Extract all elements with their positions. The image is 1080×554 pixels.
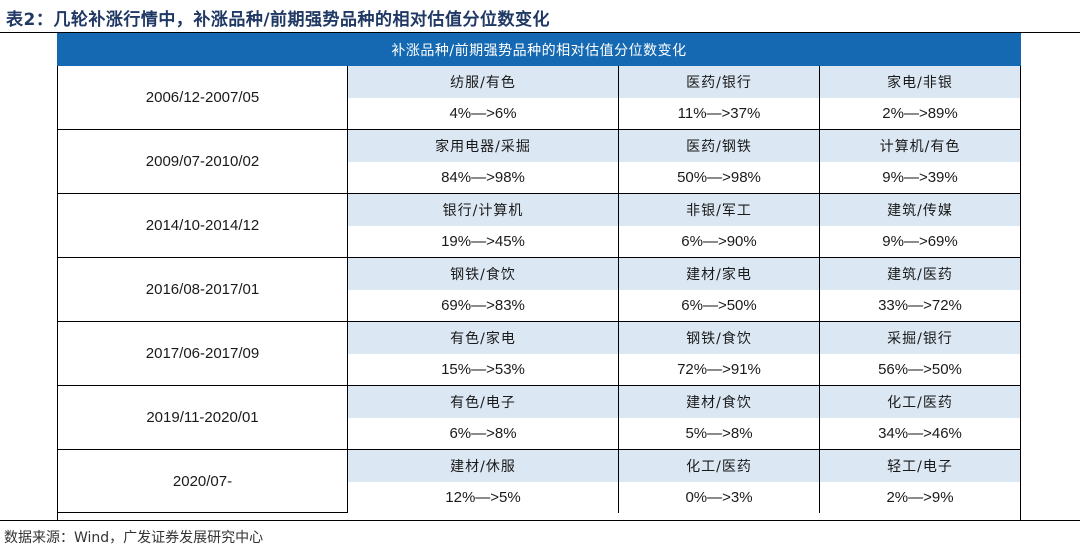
percentile-change-value: 11%—>37% bbox=[619, 98, 819, 129]
percentile-change-value: 50%—>98% bbox=[619, 162, 819, 193]
column-divider bbox=[347, 130, 348, 193]
percentile-change-value: 56%—>50% bbox=[820, 354, 1020, 385]
percentile-change-value: 19%—>45% bbox=[348, 226, 618, 257]
sector-pair-name: 建材/家电 bbox=[619, 258, 819, 290]
column-divider bbox=[819, 450, 820, 512]
percentile-change-value: 69%—>83% bbox=[348, 290, 618, 321]
percentile-change-value: 2%—>89% bbox=[820, 98, 1020, 129]
sector-pair-name: 非银/军工 bbox=[619, 194, 819, 226]
column-divider bbox=[618, 322, 619, 385]
period-label: 2014/10-2014/12 bbox=[145, 217, 260, 234]
sector-pair-name: 钢铁/食饮 bbox=[619, 322, 819, 354]
percentile-change-value: 6%—>90% bbox=[619, 226, 819, 257]
percentile-change-value: 6%—>50% bbox=[619, 290, 819, 321]
sector-pair-name: 家用电器/采掘 bbox=[348, 130, 618, 162]
percentile-change-value: 5%—>8% bbox=[619, 418, 819, 449]
sector-pair-name: 建材/食饮 bbox=[619, 386, 819, 418]
column-divider bbox=[347, 322, 348, 385]
table-title: 表2：几轮补涨行情中，补涨品种/前期强势品种的相对估值分位数变化 bbox=[6, 10, 551, 30]
column-divider bbox=[347, 66, 348, 129]
percentile-change-value: 0%—>3% bbox=[619, 482, 819, 513]
table-bottom-rule bbox=[0, 520, 1080, 521]
table-row: 2019/11-2020/01 有色/电子 6%—>8% 建材/食饮 5%—>8% 化工/… bbox=[58, 386, 1020, 450]
percentile-change-value: 15%—>53% bbox=[348, 354, 618, 385]
sector-pair-name: 医药/银行 bbox=[619, 66, 819, 98]
column-divider bbox=[618, 130, 619, 193]
column-divider bbox=[347, 194, 348, 257]
table-header: 补涨品种/前期强势品种的相对估值分位数变化 bbox=[57, 33, 1021, 66]
sector-pair-name: 采掘/银行 bbox=[820, 322, 1020, 354]
sector-pair-name: 建筑/医药 bbox=[820, 258, 1020, 290]
column-divider bbox=[618, 194, 619, 257]
column-divider bbox=[347, 450, 348, 512]
table-row: 2020/07- 建材/休服 12%—>5% 化工/医药 0%—>3% 轻工/电子 2%—>… bbox=[58, 450, 1020, 513]
column-divider bbox=[618, 386, 619, 449]
table-row: 2017/06-2017/09 有色/家电 15%—>53% 钢铁/食饮 72%—>91… bbox=[58, 322, 1020, 386]
column-divider bbox=[618, 258, 619, 321]
sector-pair-name: 有色/电子 bbox=[348, 386, 618, 418]
percentile-change-value: 6%—>8% bbox=[348, 418, 618, 449]
column-divider bbox=[347, 386, 348, 449]
percentile-change-value: 72%—>91% bbox=[619, 354, 819, 385]
percentile-change-value: 84%—>98% bbox=[348, 162, 618, 193]
period-label: 2006/12-2007/05 bbox=[145, 89, 260, 106]
percentile-change-value: 12%—>5% bbox=[348, 482, 618, 513]
period-label: 2017/06-2017/09 bbox=[145, 345, 260, 362]
column-divider bbox=[819, 194, 820, 257]
sector-pair-name: 钢铁/食饮 bbox=[348, 258, 618, 290]
source-note: 数据来源：Wind，广发证券发展研究中心 bbox=[4, 530, 264, 546]
column-divider bbox=[819, 66, 820, 129]
column-divider bbox=[819, 258, 820, 321]
column-divider bbox=[819, 322, 820, 385]
period-label: 2020/07- bbox=[172, 472, 233, 490]
valuation-table: 补涨品种/前期强势品种的相对估值分位数变化 2006/12-2007/05 纺服/… bbox=[57, 33, 1021, 521]
percentile-change-value: 4%—>6% bbox=[348, 98, 618, 129]
period-label: 2019/11-2020/01 bbox=[146, 409, 259, 426]
sector-pair-name: 轻工/电子 bbox=[820, 450, 1020, 482]
column-divider bbox=[819, 130, 820, 193]
sector-pair-name: 计算机/有色 bbox=[820, 130, 1020, 162]
sector-pair-name: 建筑/传媒 bbox=[820, 194, 1020, 226]
percentile-change-value: 33%—>72% bbox=[820, 290, 1020, 321]
sector-pair-name: 医药/钢铁 bbox=[619, 130, 819, 162]
title-row: 表2：几轮补涨行情中，补涨品种/前期强势品种的相对估值分位数变化 bbox=[0, 0, 1080, 33]
table-row: 2009/07-2010/02 家用电器/采掘 84%—>98% 医药/钢铁 50%—>… bbox=[58, 130, 1020, 194]
percentile-change-value: 9%—>39% bbox=[820, 162, 1020, 193]
sector-pair-name: 纺服/有色 bbox=[348, 66, 618, 98]
period-label: 2009/07-2010/02 bbox=[145, 153, 260, 170]
table-row: 2014/10-2014/12 银行/计算机 19%—>45% 非银/军工 6%—>90… bbox=[58, 194, 1020, 258]
column-divider bbox=[347, 258, 348, 321]
sector-pair-name: 家电/非银 bbox=[820, 66, 1020, 98]
sector-pair-name: 建材/休服 bbox=[348, 450, 618, 482]
sector-pair-name: 化工/医药 bbox=[619, 450, 819, 482]
sector-pair-name: 有色/家电 bbox=[348, 322, 618, 354]
period-label: 2016/08-2017/01 bbox=[145, 281, 260, 298]
column-divider bbox=[618, 66, 619, 129]
sector-pair-name: 化工/医药 bbox=[820, 386, 1020, 418]
sector-pair-name: 银行/计算机 bbox=[348, 194, 618, 226]
table-row: 2016/08-2017/01 钢铁/食饮 69%—>83% 建材/家电 6%—>50%… bbox=[58, 258, 1020, 322]
table-row: 2006/12-2007/05 纺服/有色 4%—>6% 医药/银行 11%—>37% 家… bbox=[58, 66, 1020, 130]
percentile-change-value: 2%—>9% bbox=[820, 482, 1020, 513]
table-body: 2006/12-2007/05 纺服/有色 4%—>6% 医药/银行 11%—>37% 家… bbox=[57, 66, 1021, 521]
percentile-change-value: 34%—>46% bbox=[820, 418, 1020, 449]
percentile-change-value: 9%—>69% bbox=[820, 226, 1020, 257]
column-divider bbox=[618, 450, 619, 512]
column-divider bbox=[819, 386, 820, 449]
title-divider bbox=[0, 32, 1080, 33]
